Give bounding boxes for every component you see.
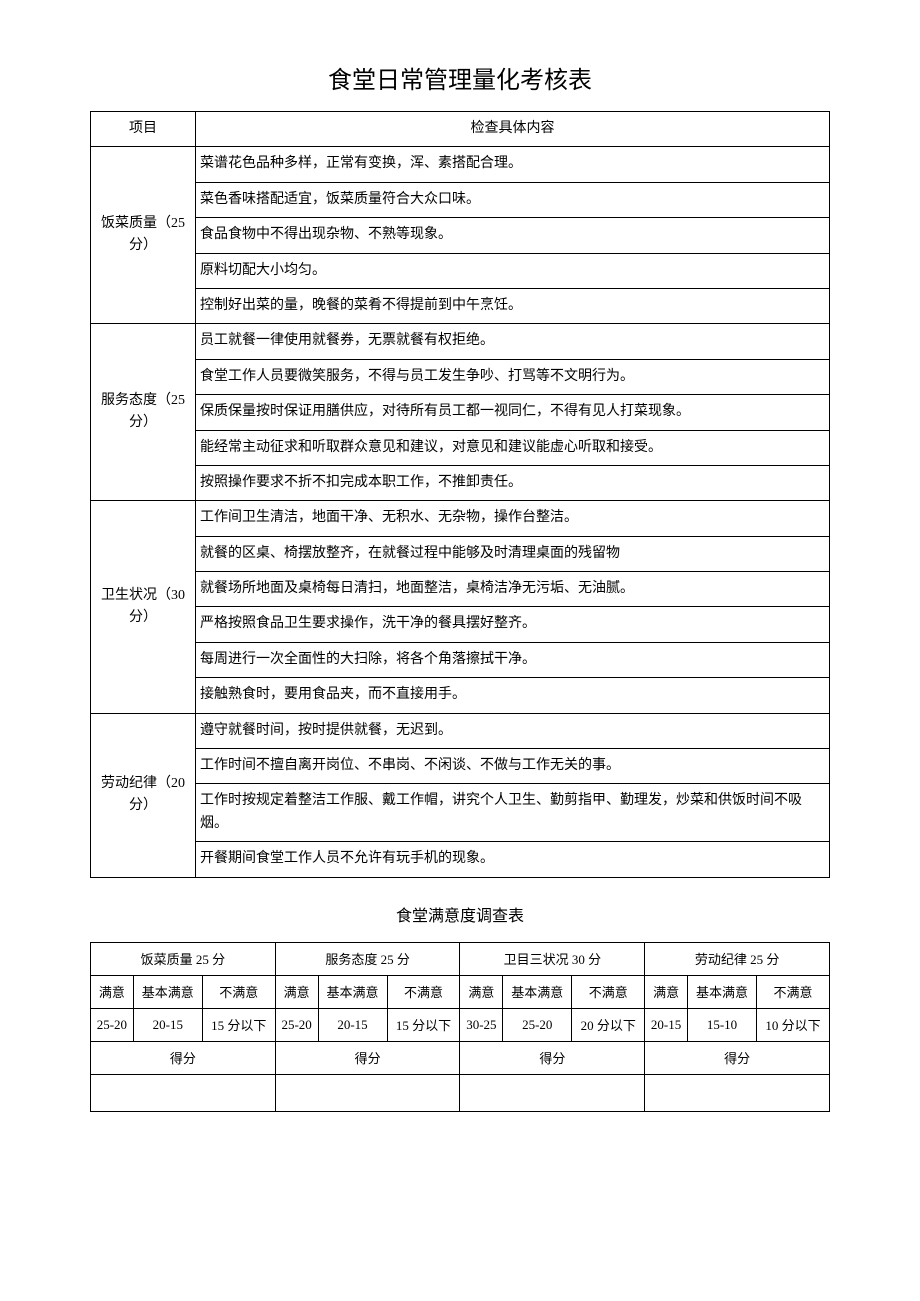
item-cell: 原料切配大小均匀。 [196, 253, 830, 288]
survey-range: 25-20 [275, 1008, 318, 1041]
survey-range: 20-15 [645, 1008, 688, 1041]
assessment-table: 项目 检查具体内容 饭菜质量（25 分） 菜谱花色品种多样，正常有变换，浑、素搭… [90, 111, 830, 878]
item-cell: 就餐的区桌、椅摆放整齐，在就餐过程中能够及时清理桌面的残留物 [196, 536, 830, 571]
survey-range: 15 分以下 [387, 1008, 460, 1041]
item-cell: 每周进行一次全面性的大扫除，将各个角落擦拭干净。 [196, 642, 830, 677]
survey-label: 不满意 [757, 975, 830, 1008]
item-cell: 菜谱花色品种多样，正常有变换，浑、素搭配合理。 [196, 147, 830, 182]
item-cell: 开餐期间食堂工作人员不允许有玩手机的现象。 [196, 842, 830, 877]
survey-label: 满意 [460, 975, 503, 1008]
survey-range: 15-10 [687, 1008, 756, 1041]
survey-label: 基本满意 [318, 975, 387, 1008]
section-label-0: 饭菜质量（25 分） [91, 147, 196, 324]
item-cell: 遵守就餐时间，按时提供就餐，无迟到。 [196, 713, 830, 748]
survey-header-3: 劳动纪律 25 分 [645, 942, 830, 975]
survey-range: 15 分以下 [202, 1008, 275, 1041]
survey-table: 饭菜质量 25 分 服务态度 25 分 卫目三状况 30 分 劳动纪律 25 分… [90, 942, 830, 1112]
section-label-3: 劳动纪律（20 分） [91, 713, 196, 877]
survey-range: 30-25 [460, 1008, 503, 1041]
page-title: 食堂日常管理量化考核表 [90, 60, 830, 95]
score-label-2: 得分 [460, 1041, 645, 1074]
header-col2: 检查具体内容 [196, 112, 830, 147]
item-cell: 食堂工作人员要微笑服务，不得与员工发生争吵、打骂等不文明行为。 [196, 359, 830, 394]
item-cell: 员工就餐一律使用就餐券，无票就餐有权拒绝。 [196, 324, 830, 359]
item-cell: 工作时按规定着整洁工作服、戴工作帽，讲究个人卫生、勤剪指甲、勤理发，炒菜和供饭时… [196, 784, 830, 842]
survey-label: 不满意 [572, 975, 645, 1008]
survey-range: 20-15 [318, 1008, 387, 1041]
item-cell: 食品食物中不得出现杂物、不熟等现象。 [196, 218, 830, 253]
item-cell: 保质保量按时保证用膳供应，对待所有员工都一视同仁，不得有见人打菜现象。 [196, 395, 830, 430]
survey-label: 满意 [91, 975, 134, 1008]
survey-label: 基本满意 [687, 975, 756, 1008]
header-col1: 项目 [91, 112, 196, 147]
survey-range: 20 分以下 [572, 1008, 645, 1041]
score-cell-0 [91, 1074, 276, 1111]
item-cell: 工作间卫生清洁，地面干净、无积水、无杂物，操作台整洁。 [196, 501, 830, 536]
item-cell: 接触熟食时，要用食品夹，而不直接用手。 [196, 678, 830, 713]
score-cell-3 [645, 1074, 830, 1111]
survey-label: 满意 [275, 975, 318, 1008]
score-cell-1 [275, 1074, 460, 1111]
item-cell: 能经常主动征求和听取群众意见和建议，对意见和建议能虚心听取和接受。 [196, 430, 830, 465]
survey-range: 10 分以下 [757, 1008, 830, 1041]
survey-title: 食堂满意度调查表 [90, 902, 830, 926]
survey-header-0: 饭菜质量 25 分 [91, 942, 276, 975]
item-cell: 按照操作要求不折不扣完成本职工作，不推卸责任。 [196, 465, 830, 500]
survey-header-2: 卫目三状况 30 分 [460, 942, 645, 975]
score-label-1: 得分 [275, 1041, 460, 1074]
item-cell: 就餐场所地面及桌椅每日清扫，地面整洁，桌椅洁净无污垢、无油腻。 [196, 572, 830, 607]
survey-label: 满意 [645, 975, 688, 1008]
survey-label: 不满意 [387, 975, 460, 1008]
score-label-3: 得分 [645, 1041, 830, 1074]
survey-label: 基本满意 [503, 975, 572, 1008]
survey-header-1: 服务态度 25 分 [275, 942, 460, 975]
survey-label: 基本满意 [133, 975, 202, 1008]
item-cell: 工作时间不擅自离开岗位、不串岗、不闲谈、不做与工作无关的事。 [196, 749, 830, 784]
score-cell-2 [460, 1074, 645, 1111]
item-cell: 菜色香味搭配适宜，饭菜质量符合大众口味。 [196, 182, 830, 217]
score-label-0: 得分 [91, 1041, 276, 1074]
survey-range: 25-20 [91, 1008, 134, 1041]
survey-range: 20-15 [133, 1008, 202, 1041]
section-label-1: 服务态度（25 分） [91, 324, 196, 501]
survey-label: 不满意 [202, 975, 275, 1008]
item-cell: 控制好出菜的量，晚餐的菜肴不得提前到中午烹饪。 [196, 288, 830, 323]
survey-range: 25-20 [503, 1008, 572, 1041]
item-cell: 严格按照食品卫生要求操作，洗干净的餐具摆好整齐。 [196, 607, 830, 642]
section-label-2: 卫生状况（30 分） [91, 501, 196, 713]
